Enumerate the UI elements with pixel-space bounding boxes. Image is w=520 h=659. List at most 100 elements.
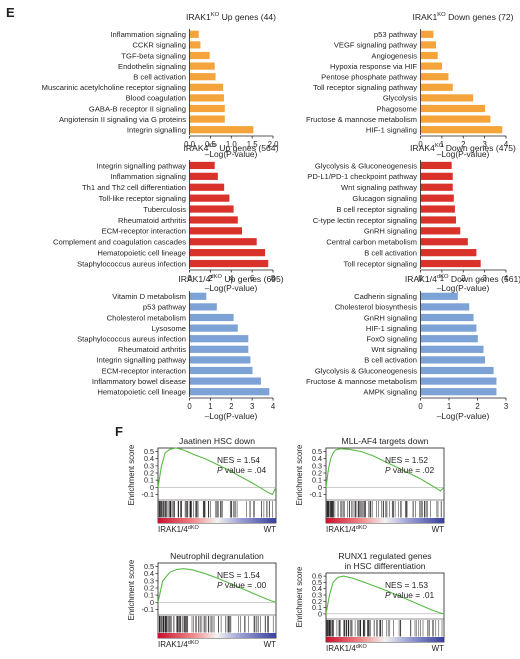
gsea-plot-2: MLL-AF4 targets down 0.50.40.30.20.10-0.1… bbox=[295, 436, 445, 534]
y-tick-label: 0.3 bbox=[312, 591, 322, 600]
bar bbox=[189, 216, 238, 224]
bar bbox=[420, 238, 468, 246]
title-main: IRAK1 bbox=[186, 12, 211, 22]
enrichment-curve bbox=[325, 448, 445, 492]
x-tick-label: 3 bbox=[250, 402, 254, 411]
bar bbox=[420, 126, 503, 134]
category-label: Toll-like receptor signaling bbox=[99, 194, 186, 203]
nes-label: NES = 1.52 bbox=[385, 455, 428, 465]
title-rest: Up genes (695) bbox=[222, 274, 284, 284]
bar bbox=[189, 115, 225, 123]
title-main: IRAK1 bbox=[412, 12, 437, 22]
x-tick-label: 2 bbox=[461, 274, 465, 283]
category-label: Integrin signalling bbox=[127, 126, 186, 135]
category-label: Lysosome bbox=[152, 324, 186, 333]
category-label: Inflammation signaling bbox=[110, 30, 186, 39]
bar bbox=[189, 194, 230, 202]
y-tick-label: 0.6 bbox=[312, 572, 322, 581]
panel-label-e: E bbox=[6, 5, 15, 20]
y-tick-label: 0.4 bbox=[144, 569, 154, 578]
bar bbox=[420, 115, 491, 123]
category-label: Th1 and Th2 cell differentiation bbox=[82, 183, 186, 192]
category-label: Fructose & mannose metabolism bbox=[306, 115, 417, 124]
bar-chart-1: IRAK1KO Up genes (44)Inflammation signal… bbox=[42, 12, 279, 159]
category-label: ECM-receptor interaction bbox=[102, 227, 186, 236]
y-tick-label: 0.4 bbox=[144, 454, 154, 463]
x-tick-label: 4 bbox=[504, 274, 509, 283]
category-label: Cholesterol metabolism bbox=[107, 313, 186, 322]
category-label: p53 pathway bbox=[374, 30, 417, 39]
group-label-left: IRAK1/4dKO bbox=[326, 525, 368, 534]
x-tick-label: 1 bbox=[440, 274, 444, 283]
category-label: HIF-1 signaling bbox=[366, 324, 417, 333]
bar bbox=[189, 238, 257, 246]
bar-charts: IRAK1KO Up genes (44)Inflammation signal… bbox=[42, 12, 520, 421]
bar bbox=[189, 292, 207, 300]
bar bbox=[420, 313, 474, 322]
x-tick-label: 4 bbox=[504, 140, 509, 149]
y-tick-label: 0.3 bbox=[312, 461, 322, 470]
bar bbox=[420, 227, 461, 235]
title-rest: Down genes (475) bbox=[443, 143, 516, 153]
category-label: Fructose & mannose metabolism bbox=[306, 377, 417, 386]
category-label: Glycolysis & Gluconeogenesis bbox=[315, 366, 417, 375]
bar bbox=[189, 313, 234, 322]
bar bbox=[420, 51, 438, 60]
category-label: CCKR signaling bbox=[132, 41, 186, 50]
group-label-left: IRAK1/4dKO bbox=[326, 644, 368, 653]
category-label: Glycolysis bbox=[383, 94, 417, 103]
enrichment-curve bbox=[325, 575, 445, 615]
bar bbox=[420, 104, 485, 113]
category-label: Pentose phosphate pathway bbox=[321, 73, 417, 82]
bar bbox=[420, 249, 477, 257]
category-label: GnRH signaling bbox=[364, 313, 417, 322]
title-main: IRAK4 bbox=[184, 143, 209, 153]
category-label: Hypoxia response via HIF bbox=[330, 62, 417, 71]
title-rest: Up genes (564) bbox=[217, 143, 279, 153]
bar bbox=[420, 303, 470, 311]
bar bbox=[189, 183, 225, 191]
bar-chart-2: IRAK1KO Down genes (72) p53 pathway VEGF s… bbox=[306, 12, 514, 159]
y-tick-label: 0.2 bbox=[312, 469, 322, 478]
chart-title: IRAK4KO Up genes (564) bbox=[184, 143, 279, 153]
category-label: Toll receptor signaling bbox=[344, 259, 417, 268]
x-tick-label: 3 bbox=[482, 140, 486, 149]
x-axis-label: –Log(P-value) bbox=[205, 283, 258, 293]
x-tick-label: 4 bbox=[271, 402, 276, 411]
gene-hits bbox=[326, 501, 442, 518]
x-tick-label: 1.5 bbox=[247, 140, 259, 149]
x-tick-label: 8 bbox=[271, 274, 275, 283]
x-axis-label: –Log(P-value) bbox=[205, 149, 258, 159]
bar-chart-5: IRAK1/4dKO Up genes (695) Vitamin D metab… bbox=[77, 274, 284, 421]
bar bbox=[420, 259, 481, 268]
chart-title: IRAK1KO Down genes (72) bbox=[412, 12, 513, 22]
nes-label: NES = 1.54 bbox=[217, 570, 260, 580]
y-tick-label: 0.1 bbox=[144, 591, 154, 600]
y-tick-label: -0.1 bbox=[142, 490, 154, 499]
category-label: Staphylococcus aureus infection bbox=[77, 335, 186, 344]
bar bbox=[420, 335, 478, 343]
category-label: VEGF signaling pathway bbox=[334, 41, 417, 50]
category-label: B cell activation bbox=[133, 73, 186, 82]
x-axis-label: –Log(P-value) bbox=[437, 149, 490, 159]
title-rest: Down genes (561) bbox=[449, 274, 520, 284]
gsea-title: Jaatinen HSC down bbox=[179, 436, 255, 446]
gsea-title: Neutrophil degranulation bbox=[170, 551, 264, 561]
y-tick-label: 0.5 bbox=[312, 578, 322, 587]
bar bbox=[189, 205, 234, 213]
category-label: Muscarinic acetylcholine receptor signal… bbox=[42, 83, 186, 92]
pvalue-rest: value = .00 bbox=[223, 580, 267, 590]
bar bbox=[189, 83, 224, 91]
y-axis-label: Enrichment score bbox=[295, 567, 304, 628]
category-label: Wnt signaling bbox=[371, 345, 417, 354]
pvalue-italic: P bbox=[385, 465, 391, 475]
bar bbox=[420, 73, 449, 81]
bar bbox=[189, 94, 224, 102]
category-label: GnRH signaling bbox=[364, 227, 417, 236]
x-tick-label: 2 bbox=[229, 402, 233, 411]
category-label: Staphylococcus aureus infection bbox=[77, 259, 186, 268]
category-label: B cell activation bbox=[364, 356, 417, 365]
x-tick-label: 3 bbox=[504, 402, 508, 411]
bar bbox=[189, 345, 249, 353]
y-tick-label: 0.4 bbox=[312, 584, 322, 593]
